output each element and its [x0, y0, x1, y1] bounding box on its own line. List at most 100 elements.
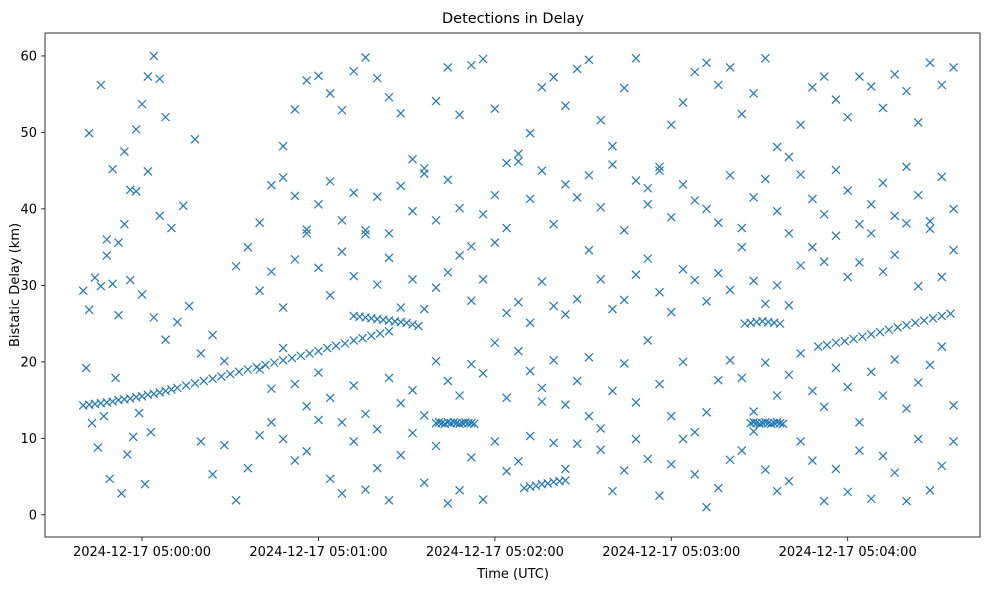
data-point-marker: [149, 389, 159, 399]
data-point-marker: [466, 241, 476, 251]
data-point-marker: [513, 149, 523, 159]
data-point-marker: [396, 450, 406, 460]
data-point-marker: [455, 251, 464, 260]
data-point-marker: [902, 404, 911, 413]
data-point-marker: [305, 349, 315, 358]
data-point-marker: [219, 440, 229, 450]
data-point-marker: [678, 180, 688, 189]
data-point-marker: [855, 219, 864, 229]
data-point-marker: [866, 367, 876, 377]
data-point-marker: [878, 267, 888, 277]
x-tick-label: 2024-12-17 05:04:00: [779, 545, 917, 560]
data-point-marker: [584, 411, 594, 421]
chart-title: Detections in Delay: [442, 11, 584, 27]
data-point-marker: [349, 336, 359, 345]
data-point-marker: [325, 176, 335, 186]
data-point-marker: [490, 338, 500, 348]
data-point-marker: [178, 201, 188, 211]
data-point-marker: [314, 368, 323, 377]
data-point-marker: [396, 398, 406, 408]
data-point-marker: [572, 294, 582, 304]
data-point-marker: [287, 353, 297, 363]
data-point-marker: [928, 313, 938, 323]
data-point-marker: [866, 82, 876, 91]
data-point-marker: [243, 365, 253, 374]
data-point-marker: [784, 300, 794, 310]
data-point-marker: [760, 358, 770, 368]
data-point-marker: [431, 283, 441, 293]
data-point-marker: [349, 66, 359, 76]
data-point-marker: [655, 379, 664, 389]
data-point-marker: [537, 383, 547, 393]
data-point-marker: [155, 74, 165, 84]
data-point-marker: [443, 175, 453, 185]
data-point-marker: [290, 254, 300, 264]
data-point-marker: [890, 69, 900, 79]
data-point-marker: [596, 445, 606, 455]
data-point-marker: [455, 203, 464, 213]
data-point-marker: [655, 287, 664, 297]
data-point-marker: [560, 475, 570, 485]
y-tick-label: 0: [29, 508, 37, 523]
data-point-marker: [619, 295, 629, 305]
data-point-marker: [143, 167, 153, 176]
data-point-marker: [375, 329, 385, 338]
data-point-marker: [807, 456, 817, 465]
data-point-marker: [631, 53, 641, 63]
data-point-marker: [857, 332, 867, 342]
data-point-marker: [190, 134, 200, 144]
data-point-marker: [725, 455, 735, 465]
data-point-marker: [560, 180, 570, 189]
data-point-marker: [760, 465, 770, 475]
data-point-marker: [778, 419, 788, 429]
data-point-marker: [608, 304, 617, 314]
data-point-marker: [819, 209, 829, 219]
data-point-marker: [384, 495, 394, 505]
data-point-marker: [408, 319, 417, 329]
data-point-marker: [372, 424, 382, 434]
data-point-marker: [137, 391, 147, 401]
data-point-marker: [196, 349, 206, 358]
data-point-marker: [384, 326, 394, 336]
data-point-marker: [513, 346, 523, 356]
data-point-marker: [161, 112, 170, 122]
data-point-marker: [910, 318, 920, 328]
data-point-marker: [549, 219, 559, 229]
data-point-marker: [596, 202, 606, 212]
x-axis-label: Time (UTC): [476, 567, 549, 582]
y-axis-ticks: 0 10 20 30 40 50 60: [20, 49, 45, 523]
data-point-marker: [543, 479, 553, 488]
data-point-marker: [216, 371, 226, 381]
data-point-marker: [302, 225, 312, 234]
data-point-marker: [128, 432, 138, 442]
data-point-marker: [855, 446, 864, 456]
x-tick-label: 2024-12-17 05:01:00: [249, 545, 387, 560]
data-point-marker: [361, 409, 370, 419]
data-point-marker: [608, 141, 617, 151]
data-point-marker: [702, 204, 711, 214]
data-point-marker: [167, 223, 176, 233]
data-point-marker: [840, 336, 850, 346]
data-point-marker: [266, 267, 276, 277]
data-point-marker: [149, 313, 159, 322]
y-tick-label: 40: [20, 202, 37, 217]
data-point-marker: [455, 419, 464, 429]
data-point-marker: [108, 164, 118, 174]
data-point-marker: [478, 368, 488, 378]
data-point-marker: [102, 251, 112, 260]
data-point-marker: [231, 261, 241, 271]
data-point-marker: [384, 92, 394, 102]
data-point-marker: [84, 305, 94, 315]
data-point-marker: [775, 418, 785, 428]
data-point-marker: [643, 454, 653, 464]
data-point-marker: [878, 391, 888, 400]
data-point-marker: [755, 419, 764, 429]
data-point-marker: [502, 393, 512, 403]
data-point-marker: [784, 370, 794, 380]
data-point-marker: [760, 174, 770, 184]
data-point-marker: [690, 427, 700, 437]
data-point-marker: [890, 468, 900, 478]
data-point-marker: [807, 386, 817, 396]
data-point-marker: [361, 485, 370, 495]
data-point-marker: [455, 110, 464, 120]
